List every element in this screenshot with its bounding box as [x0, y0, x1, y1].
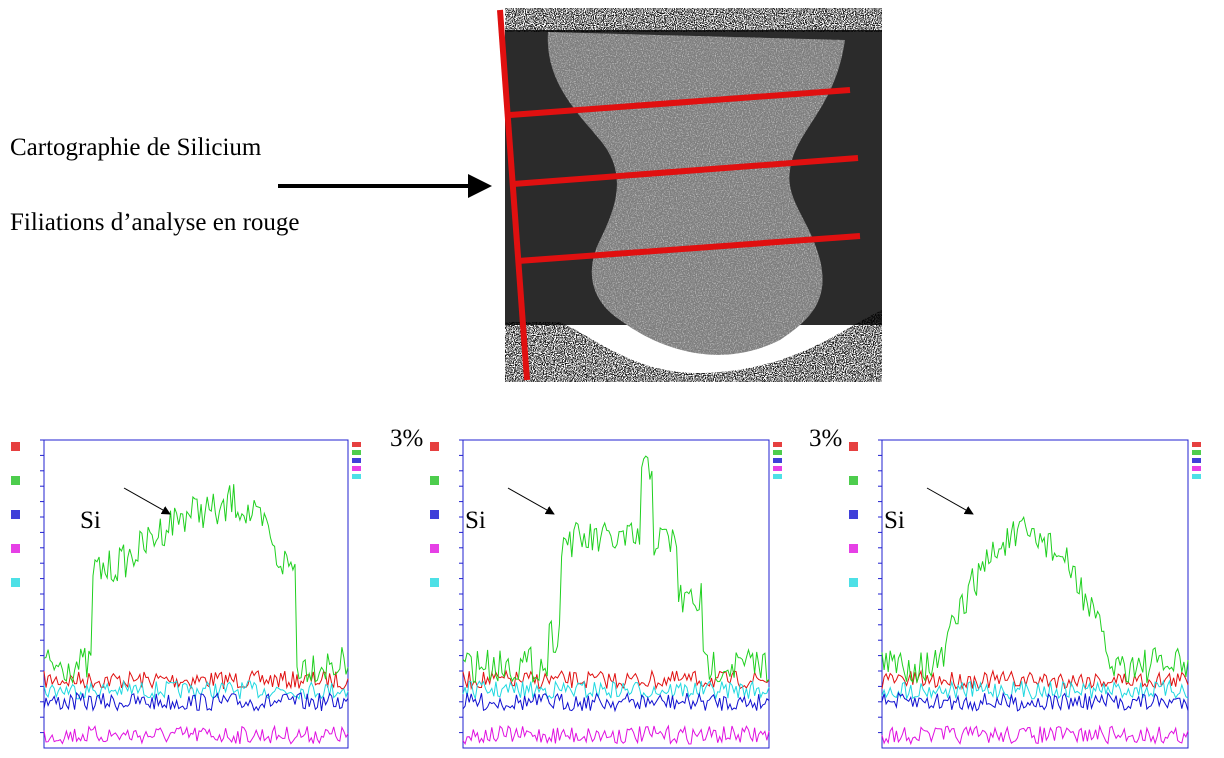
- profile-plot: Si: [11, 439, 361, 749]
- profile-trace: [881, 669, 1189, 691]
- analysis-line: [509, 87, 851, 118]
- caption-line: Filiations d’analyse en rouge: [10, 209, 300, 236]
- element-pointer: [926, 487, 974, 515]
- legend-swatch: [773, 442, 782, 447]
- legend-swatch: [849, 476, 858, 485]
- analysis-line: [512, 155, 859, 187]
- profile-trace: [881, 724, 1189, 746]
- element-label: Si: [884, 507, 905, 534]
- profiles: Si Si 3% Si 3%: [11, 425, 1201, 749]
- profile-trace: [462, 680, 770, 700]
- legend-swatch: [1192, 442, 1201, 447]
- legend-swatch: [11, 476, 20, 485]
- legend-swatch: [11, 544, 20, 553]
- element-label: Si: [80, 507, 101, 534]
- si-trace: [881, 515, 1189, 683]
- legend-swatch: [1192, 450, 1201, 455]
- legend-swatch: [773, 450, 782, 455]
- legend-swatch: [773, 458, 782, 463]
- arrow-head: [468, 174, 492, 198]
- profile-trace: [462, 691, 770, 713]
- si-trace: [43, 484, 349, 685]
- element-pointer: [123, 487, 171, 515]
- element-pointer: [507, 487, 555, 515]
- legend-swatch: [430, 476, 439, 485]
- legend-swatch: [11, 442, 20, 451]
- legend-swatch: [773, 466, 782, 471]
- legend-swatch: [430, 510, 439, 519]
- profile-trace: [43, 691, 349, 712]
- legend-swatch: [430, 544, 439, 553]
- legend-swatch: [849, 578, 858, 587]
- legend-swatch: [11, 510, 20, 519]
- analysis-line: [497, 9, 530, 381]
- profile-trace: [43, 679, 349, 701]
- profile-plot: Si 3%: [390, 425, 782, 749]
- scale-label: 3%: [390, 425, 423, 452]
- legend-swatch: [352, 474, 361, 479]
- legend-swatch: [352, 450, 361, 455]
- legend-swatch: [352, 442, 361, 447]
- profile-trace: [881, 691, 1189, 712]
- legend-swatch: [849, 544, 858, 553]
- legend-swatch: [1192, 474, 1201, 479]
- profile-trace: [43, 669, 349, 690]
- scale-label: 3%: [809, 425, 842, 452]
- legend-swatch: [1192, 466, 1201, 471]
- profile-plot: Si 3%: [809, 425, 1201, 749]
- profile-trace: [881, 679, 1189, 701]
- legend-swatch: [849, 510, 858, 519]
- legend-swatch: [849, 442, 858, 451]
- profile-trace: [462, 669, 770, 691]
- legend-swatch: [1192, 458, 1201, 463]
- legend-swatch: [773, 474, 782, 479]
- element-label: Si: [465, 507, 486, 534]
- profile-trace: [462, 724, 770, 746]
- legend-swatch: [11, 578, 20, 587]
- legend-swatch: [430, 578, 439, 587]
- legend-swatch: [430, 442, 439, 451]
- si-map: [497, 8, 882, 382]
- legend-swatch: [352, 458, 361, 463]
- caption-line: Cartographie de Silicium: [10, 134, 262, 161]
- legend-swatch: [352, 466, 361, 471]
- analysis-line: [517, 233, 861, 264]
- si-trace: [462, 455, 770, 683]
- profile-trace: [43, 724, 349, 745]
